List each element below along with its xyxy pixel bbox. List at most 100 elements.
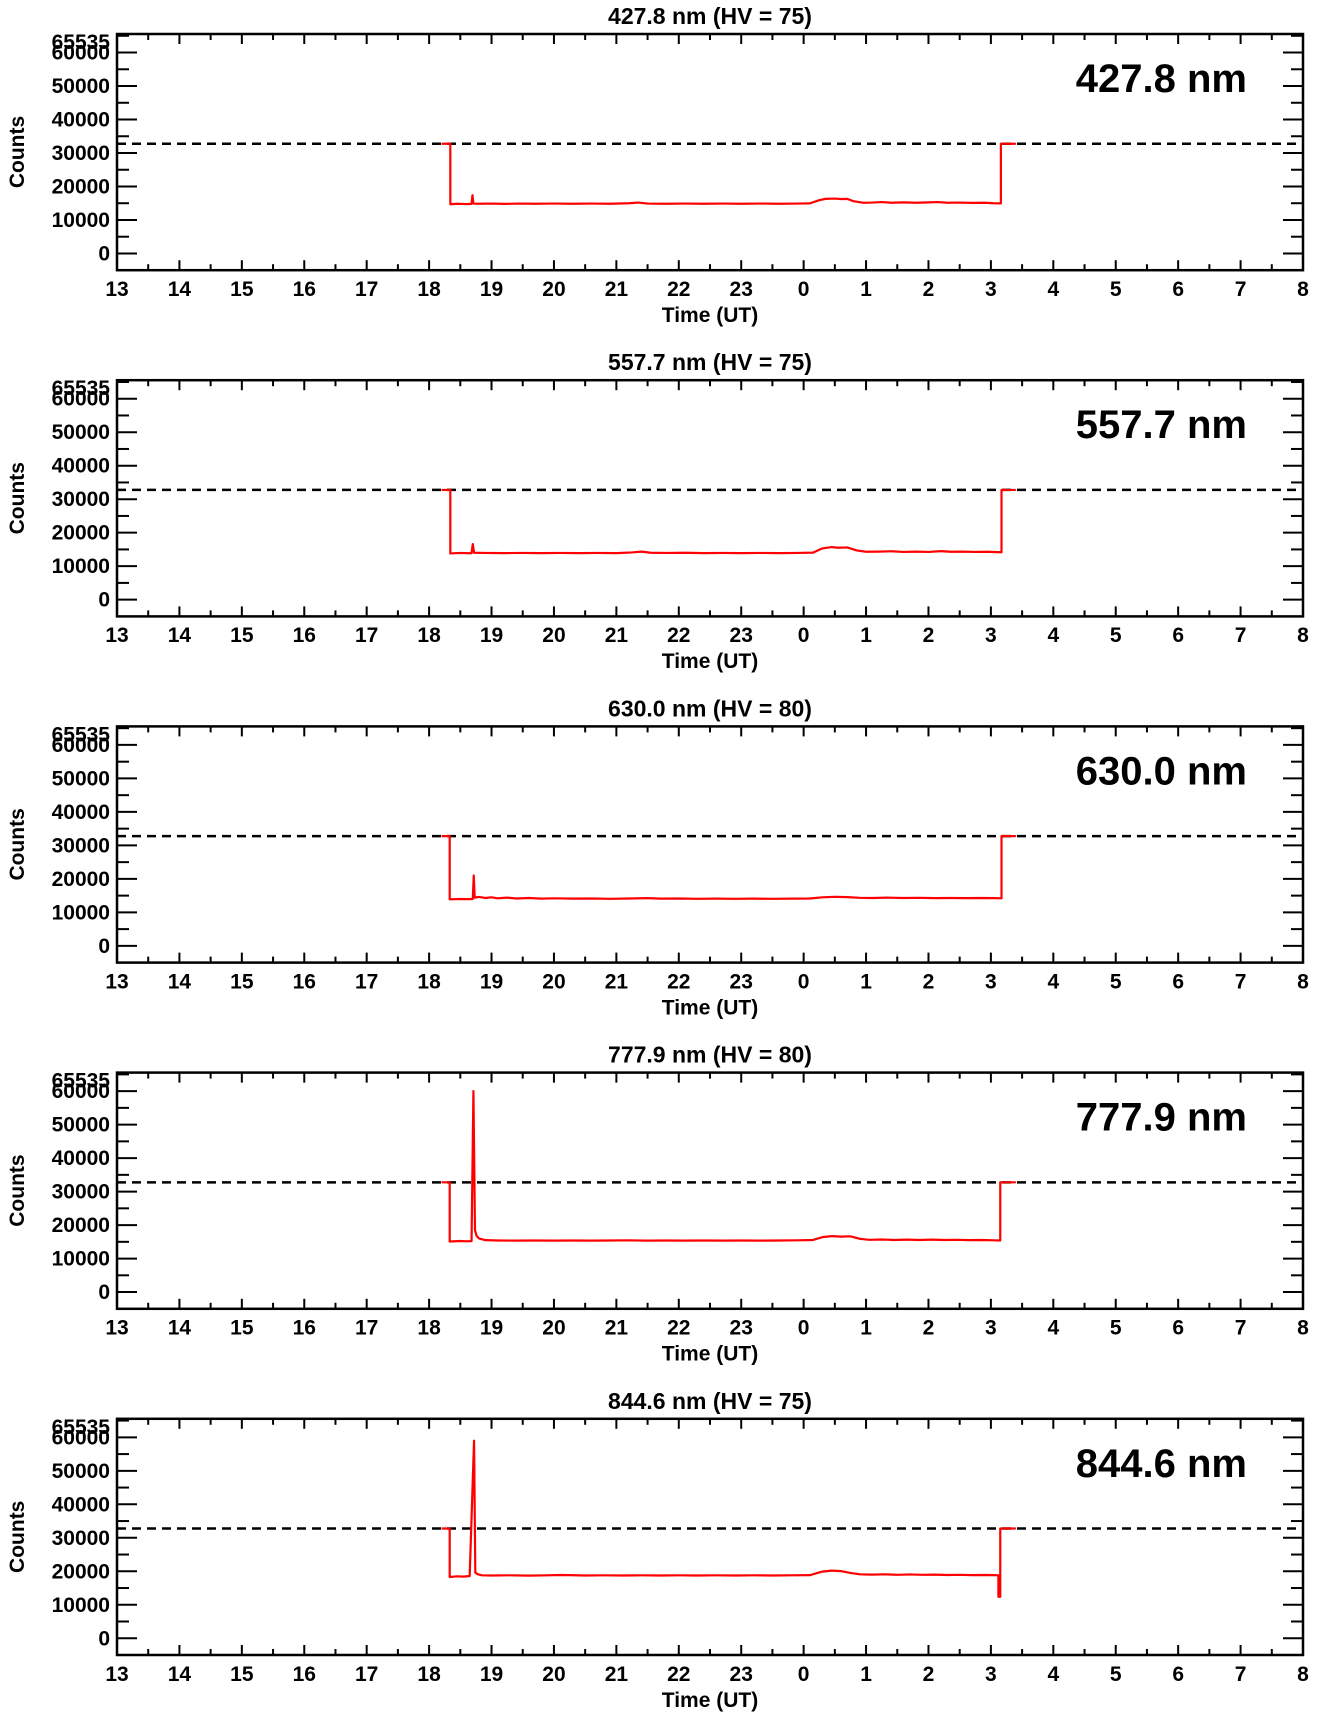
x-tick-label: 17 xyxy=(355,970,378,993)
y-tick-label: 60000 xyxy=(52,388,110,411)
y-tick-label: 0 xyxy=(98,1281,110,1304)
x-tick-label: 15 xyxy=(230,624,254,647)
x-tick-label: 15 xyxy=(230,278,254,301)
x-tick-label: 5 xyxy=(1110,278,1122,301)
x-axis-title: Time (UT) xyxy=(662,304,758,327)
x-tick-label: 19 xyxy=(480,1317,503,1340)
x-axis-title: Time (UT) xyxy=(662,650,758,673)
x-tick-label: 2 xyxy=(923,970,935,993)
x-tick-label: 22 xyxy=(667,624,690,647)
x-tick-label: 8 xyxy=(1297,1317,1309,1340)
y-tick-label: 20000 xyxy=(52,522,110,545)
chart-panel-557.7nm: 557.7 nm (HV = 75)13 14 15 16 17 18 19 20 21 22 23… xyxy=(6,349,1309,673)
x-tick-label: 22 xyxy=(667,278,690,301)
x-tick-label: 23 xyxy=(730,970,753,993)
chart-title: 777.9 nm (HV = 80) xyxy=(608,1042,812,1068)
y-axis-title: Counts xyxy=(6,1154,29,1226)
x-tick-label: 8 xyxy=(1297,1663,1309,1686)
wavelength-annotation: 427.8 nm xyxy=(1076,57,1247,101)
x-tick-label: 8 xyxy=(1297,970,1309,993)
x-tick-label: 23 xyxy=(730,1317,753,1340)
x-tick-label: 17 xyxy=(355,1317,378,1340)
y-tick-label-max: 65535 xyxy=(52,31,111,54)
x-tick-label: 15 xyxy=(230,970,254,993)
x-tick-label: 21 xyxy=(605,278,629,301)
y-axis-title: Counts xyxy=(6,462,29,534)
x-tick-label: 18 xyxy=(417,624,441,647)
y-tick-label: 50000 xyxy=(52,1460,110,1483)
x-tick-label: 14 xyxy=(168,970,192,993)
x-tick-label: 19 xyxy=(480,1663,503,1686)
y-tick-label: 30000 xyxy=(52,1527,110,1550)
x-tick-label: 20 xyxy=(542,1663,565,1686)
x-tick-label: 5 xyxy=(1110,1663,1122,1686)
x-tick-label: 3 xyxy=(985,970,997,993)
y-tick-label-max: 65535 xyxy=(52,723,111,746)
x-tick-label: 16 xyxy=(293,278,316,301)
y-tick-label: 20000 xyxy=(52,1214,110,1237)
y-tick-label: 40000 xyxy=(52,801,110,824)
x-tick-label: 1 xyxy=(860,1663,872,1686)
x-tick-label: 20 xyxy=(542,278,565,301)
x-tick-label: 15 xyxy=(230,1317,254,1340)
y-tick-label: 60000 xyxy=(52,734,110,757)
y-tick-label: 0 xyxy=(98,242,110,265)
x-tick-label: 17 xyxy=(355,624,378,647)
y-tick-label: 50000 xyxy=(52,1114,110,1137)
x-tick-label: 15 xyxy=(230,1663,254,1686)
x-tick-label: 8 xyxy=(1297,624,1309,647)
y-axis-title: Counts xyxy=(6,1501,29,1573)
x-tick-label: 7 xyxy=(1235,624,1247,647)
wavelength-annotation: 777.9 nm xyxy=(1076,1096,1247,1140)
x-tick-label: 4 xyxy=(1047,970,1059,993)
y-tick-label: 50000 xyxy=(52,421,110,444)
x-tick-label: 18 xyxy=(417,970,441,993)
x-tick-label: 20 xyxy=(542,1317,565,1340)
y-tick-label: 30000 xyxy=(52,142,110,165)
x-tick-label: 6 xyxy=(1172,278,1184,301)
x-tick-label: 23 xyxy=(730,278,753,301)
x-tick-label: 13 xyxy=(105,1663,128,1686)
y-tick-label: 10000 xyxy=(52,555,110,578)
x-tick-label: 2 xyxy=(923,278,935,301)
x-tick-label: 6 xyxy=(1172,1317,1184,1340)
y-tick-label: 10000 xyxy=(52,1248,110,1271)
counts-data-line xyxy=(441,488,1016,555)
x-tick-label: 4 xyxy=(1047,1663,1059,1686)
x-tick-label: 14 xyxy=(168,1317,192,1340)
x-tick-label: 13 xyxy=(105,1317,128,1340)
x-tick-label: 23 xyxy=(730,624,753,647)
y-tick-label: 0 xyxy=(98,589,110,612)
y-tick-label: 40000 xyxy=(52,1493,110,1516)
x-tick-label: 17 xyxy=(355,1663,378,1686)
x-tick-label: 19 xyxy=(480,624,503,647)
x-tick-label: 2 xyxy=(923,624,935,647)
x-tick-label: 4 xyxy=(1047,278,1059,301)
x-tick-label: 18 xyxy=(417,1663,441,1686)
x-tick-label: 5 xyxy=(1110,624,1122,647)
x-tick-label: 4 xyxy=(1047,1317,1059,1340)
x-tick-label: 13 xyxy=(105,278,128,301)
x-tick-label: 0 xyxy=(798,624,810,647)
x-tick-label: 20 xyxy=(542,624,565,647)
wavelength-annotation: 844.6 nm xyxy=(1076,1442,1247,1486)
x-tick-label: 18 xyxy=(417,278,441,301)
counts-data-line xyxy=(441,835,1016,901)
x-tick-label: 3 xyxy=(985,1317,997,1340)
y-tick-label: 20000 xyxy=(52,1560,110,1583)
x-tick-label: 7 xyxy=(1235,970,1247,993)
x-tick-label: 19 xyxy=(480,970,503,993)
y-tick-label: 50000 xyxy=(52,767,110,790)
x-tick-label: 14 xyxy=(168,624,192,647)
y-tick-label: 40000 xyxy=(52,455,110,478)
x-tick-label: 20 xyxy=(542,970,565,993)
counts-data-line xyxy=(441,142,1016,206)
x-tick-label: 22 xyxy=(667,970,690,993)
x-tick-label: 6 xyxy=(1172,970,1184,993)
y-tick-label: 0 xyxy=(98,1627,110,1650)
y-tick-label: 30000 xyxy=(52,834,110,857)
x-tick-label: 1 xyxy=(860,278,872,301)
chart-title: 427.8 nm (HV = 75) xyxy=(608,3,812,29)
x-tick-label: 21 xyxy=(605,1317,629,1340)
x-tick-label: 6 xyxy=(1172,624,1184,647)
